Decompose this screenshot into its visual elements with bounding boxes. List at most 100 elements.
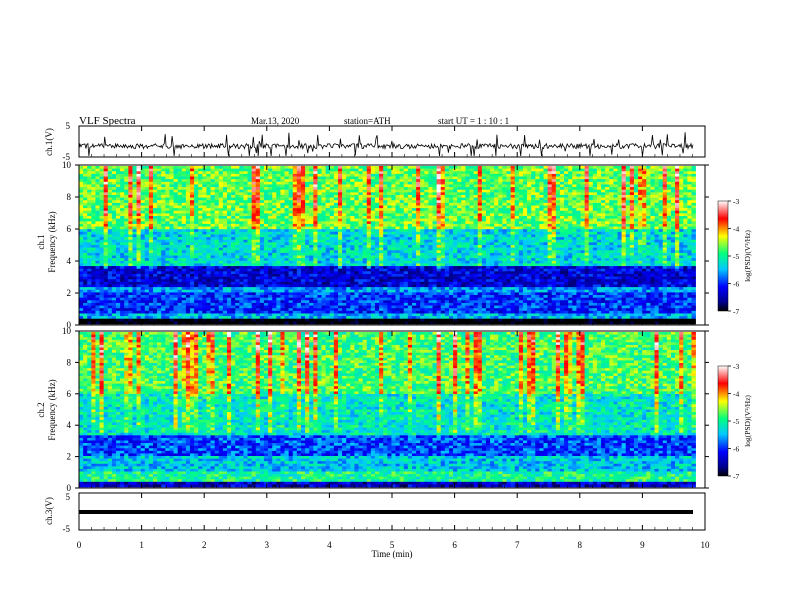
spectrogram-cell [469, 189, 474, 193]
spectrogram-cell [288, 208, 294, 212]
spectrogram-cell [333, 194, 339, 198]
spectrogram-cell [588, 239, 594, 243]
spectrogram-cell [263, 176, 269, 180]
spectrogram-cell [584, 192, 590, 196]
spectrogram-cell [354, 194, 359, 198]
spectrogram-cell [498, 210, 503, 214]
spectrogram-cell [527, 216, 532, 219]
spectrogram-cell [309, 173, 314, 177]
spectrogram-cell [625, 229, 631, 233]
spectrogram-cell [506, 210, 511, 214]
spectrogram-cell [383, 197, 388, 201]
spectrogram-cell [522, 194, 528, 198]
spectrogram-cell [177, 173, 183, 177]
spectrogram-cell [469, 166, 474, 169]
spectrogram-cell [337, 216, 343, 219]
spectrogram-cell [342, 239, 347, 243]
spectrogram-cell [687, 210, 692, 214]
spectrogram-cell [522, 200, 528, 204]
spectrogram-cell [309, 223, 314, 227]
spectrogram-cell [296, 187, 302, 190]
spectrogram-cell [654, 229, 659, 233]
spectrogram-cell [407, 184, 413, 188]
spectrogram-cell [198, 166, 203, 169]
spectrogram-cell [202, 208, 207, 212]
spectrogram-cell [177, 231, 183, 235]
spectrogram-cell [91, 208, 96, 212]
spectrogram-cell [469, 187, 474, 190]
spectrogram-cell [633, 250, 639, 254]
spectrogram-cell [103, 213, 109, 217]
spectrogram-cell [284, 166, 289, 169]
spectrogram-cell [91, 229, 96, 233]
spectrogram-cell [132, 239, 137, 243]
spectrogram-cell [457, 239, 462, 243]
spectrogram-cell [424, 168, 429, 172]
spectrogram-cell [469, 192, 474, 196]
spectrogram-cell [473, 237, 479, 241]
spectrogram-cell [214, 205, 220, 209]
spectrogram-cell [136, 216, 141, 219]
spectrogram-cell [144, 179, 150, 183]
spectrogram-cell [124, 189, 129, 193]
spectrogram-cell [247, 239, 252, 243]
spectrogram-cell [481, 218, 487, 222]
spectrogram-cell [120, 210, 125, 214]
spectrogram-cell [691, 187, 696, 190]
spectrogram-cell [194, 176, 199, 180]
spectrogram-cell [251, 189, 257, 193]
spectrogram-cell [177, 187, 183, 190]
spectrogram-cell [551, 173, 557, 177]
spectrogram-cell [510, 208, 516, 212]
spectrogram-cell [136, 181, 141, 185]
spectrogram-cell [148, 176, 154, 180]
spectrogram-cell [198, 216, 203, 219]
spectrogram-cell [107, 166, 113, 169]
spectrogram-cell [165, 239, 170, 243]
spectrogram-cell [317, 205, 322, 209]
spectrogram-cell [206, 187, 211, 190]
spectrogram-cell [231, 239, 236, 243]
spectrogram-cell [103, 168, 109, 172]
spectrogram-cell [132, 208, 137, 212]
spectrogram-cell [128, 226, 133, 230]
spectrogram-cell [584, 197, 590, 201]
spectrogram-cell [625, 239, 631, 243]
spectrogram-cell [679, 179, 684, 183]
spectrogram-cell [539, 208, 544, 212]
spectrogram-cell [321, 218, 326, 222]
spectrogram-cell [485, 229, 491, 233]
spectrogram-cell [247, 218, 252, 222]
spectrogram-cell [683, 173, 688, 177]
spectrogram-cell [584, 200, 590, 204]
spectrogram-cell [165, 181, 170, 185]
spectrogram-cell [436, 218, 442, 222]
spectrogram-cell [144, 216, 150, 219]
spectrogram-cell [152, 245, 158, 248]
spectrogram-cell [152, 216, 158, 219]
spectrogram-cell [103, 166, 109, 169]
spectrogram-cell [416, 210, 421, 214]
spectrogram-cell [116, 179, 121, 183]
spectrogram-cell [662, 192, 668, 196]
spectrogram-cell [670, 194, 676, 198]
spectrogram-cell [140, 166, 146, 169]
spectrogram-cell [259, 210, 265, 214]
spectrogram-cell [605, 200, 610, 204]
spectrogram-cell [259, 250, 265, 254]
spectrogram-cell [543, 226, 548, 230]
spectrogram-cell [350, 173, 355, 177]
spectrogram-cell [99, 171, 104, 175]
spectrogram-cell [79, 176, 84, 180]
spectrogram-cell [370, 242, 376, 246]
spectrogram-cell [329, 226, 335, 230]
spectrogram-cell [329, 179, 335, 183]
spectrogram-cell [646, 213, 651, 217]
spectrogram-cell [136, 179, 141, 183]
spectrogram-cell [132, 226, 137, 230]
spectrogram-cell [91, 221, 96, 225]
spectrogram-cell [259, 181, 265, 185]
spectrogram-cell [300, 250, 306, 254]
spectrogram-cell [658, 181, 664, 185]
spectrogram-cell [584, 221, 590, 225]
